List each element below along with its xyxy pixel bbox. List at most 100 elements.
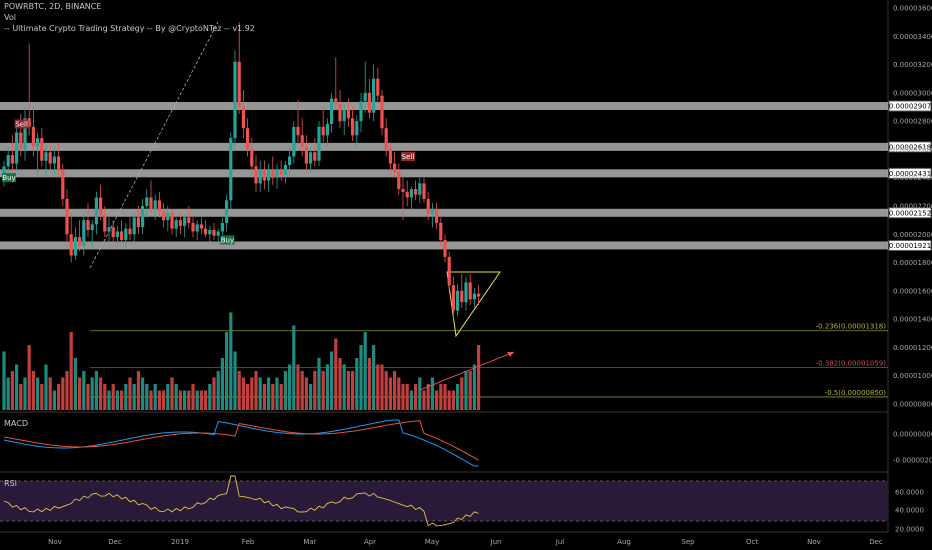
candle-body (443, 239, 447, 257)
candle-body (212, 230, 216, 236)
candle-body (153, 200, 157, 209)
zone-price-label: 0.00001921 (889, 242, 931, 250)
candle-body (393, 163, 397, 173)
volume-bar (376, 364, 380, 410)
volume-bar (44, 364, 48, 410)
rsi-pane: 60.0000 40.0000 20.0000 (0, 475, 924, 534)
volume-bar (10, 371, 14, 410)
zone-band (0, 208, 888, 217)
candle-body (166, 213, 170, 221)
candle-body (258, 169, 262, 184)
signal-box (2, 173, 16, 183)
volume-bar (136, 371, 140, 410)
signal-label: Buy (221, 236, 234, 244)
volume-bar (435, 390, 439, 410)
macd-legend: MACD (4, 419, 28, 428)
price-tick-label: 0.00003400 (893, 33, 932, 41)
time-tick-label: 2019 (171, 538, 189, 546)
volume-bar (254, 371, 258, 410)
candle-body (283, 164, 287, 175)
time-tick-label: Feb (242, 538, 255, 546)
candle-body (451, 285, 455, 311)
volume-bar (422, 390, 426, 410)
candle-body (183, 217, 187, 226)
rsi-tick-label: 20.0000 (895, 526, 924, 534)
time-tick-label: Oct (746, 538, 758, 546)
zone-price-label: 0.00002618 (889, 143, 931, 151)
price-tick-label: 0.00002600 (893, 146, 932, 154)
volume-bar (447, 390, 451, 410)
volume-bar (90, 377, 94, 410)
time-tick-label: Sep (681, 538, 695, 546)
time-tick-label: Dec (108, 538, 122, 546)
signal-box (401, 152, 415, 161)
volume-bar (384, 371, 388, 410)
candle-body (111, 227, 115, 238)
macd-tick-label: 0.00000000 (893, 431, 932, 439)
volume-bar (397, 377, 401, 410)
volume-bar (426, 384, 430, 410)
volume-bar (15, 364, 19, 410)
candle-body (195, 224, 199, 232)
macd-tick-label: -0.00000200 (893, 457, 932, 465)
time-tick-label: Jul (555, 538, 565, 546)
time-axis[interactable]: Nov Dec 2019 Feb Mar Apr May Jun Jul Aug Sep Oct Nov… (48, 538, 883, 546)
candle-body (468, 282, 472, 300)
candle-body (19, 132, 23, 150)
candle-body (208, 230, 212, 235)
candle-body (359, 101, 363, 122)
volume-bar (296, 364, 300, 410)
volume-bar (443, 384, 447, 410)
macd-pane: 0.00000000 -0.00000200 (3, 419, 932, 467)
volume-bar (367, 358, 371, 410)
volume-bar (233, 351, 237, 410)
time-tick-label: Nov (807, 538, 821, 546)
volume-bar (477, 345, 481, 410)
candle-body (107, 227, 111, 232)
volume-bar (250, 377, 254, 410)
candle-body (27, 118, 31, 127)
price-axis[interactable]: 0.00000800 0.00001000 0.00001200 0.00001400… (893, 5, 932, 409)
volume-bar (153, 384, 157, 410)
price-tick-label: 0.00002400 (893, 174, 932, 182)
candle-body (300, 135, 304, 147)
volume-bar (288, 364, 292, 410)
volume-bar (36, 377, 40, 410)
volume-bar (178, 390, 182, 410)
volume-bar (204, 390, 208, 410)
volume-bar (170, 377, 174, 410)
volume-bar (141, 377, 145, 410)
fib-levels: -0.236(0.00001318) -0.382(0.00001059) -0.5… (90, 323, 888, 398)
candle-body (233, 61, 237, 139)
time-tick-label: Aug (617, 538, 631, 546)
candle-body (351, 118, 355, 136)
candle-body (292, 126, 296, 157)
candle-body (346, 109, 350, 119)
volume-bar (23, 377, 27, 410)
candle-body (128, 228, 132, 235)
signal-label: Sell (402, 153, 415, 161)
volume-bar (111, 384, 115, 410)
candle-body (472, 293, 476, 300)
volume-bar (132, 384, 136, 410)
candle-body (15, 132, 19, 164)
volume-bar (401, 384, 405, 410)
volume-bar (271, 384, 275, 410)
volume-bar (86, 384, 90, 410)
candle-body (288, 156, 292, 165)
candle-body (90, 224, 94, 231)
fib-label: -0.5(0.00000850) (825, 389, 887, 397)
candle-body (435, 208, 439, 223)
candle-body (48, 152, 52, 164)
volume-bar (120, 390, 124, 410)
candle-body (250, 149, 254, 167)
volume-bars (2, 312, 481, 410)
candle-body (132, 217, 136, 235)
candle-body (136, 217, 140, 228)
volume-bar (162, 390, 166, 410)
candle-body (380, 95, 384, 129)
volume-bar (292, 325, 296, 410)
candle-body (220, 222, 224, 232)
price-tick-label: 0.00001600 (893, 287, 932, 295)
